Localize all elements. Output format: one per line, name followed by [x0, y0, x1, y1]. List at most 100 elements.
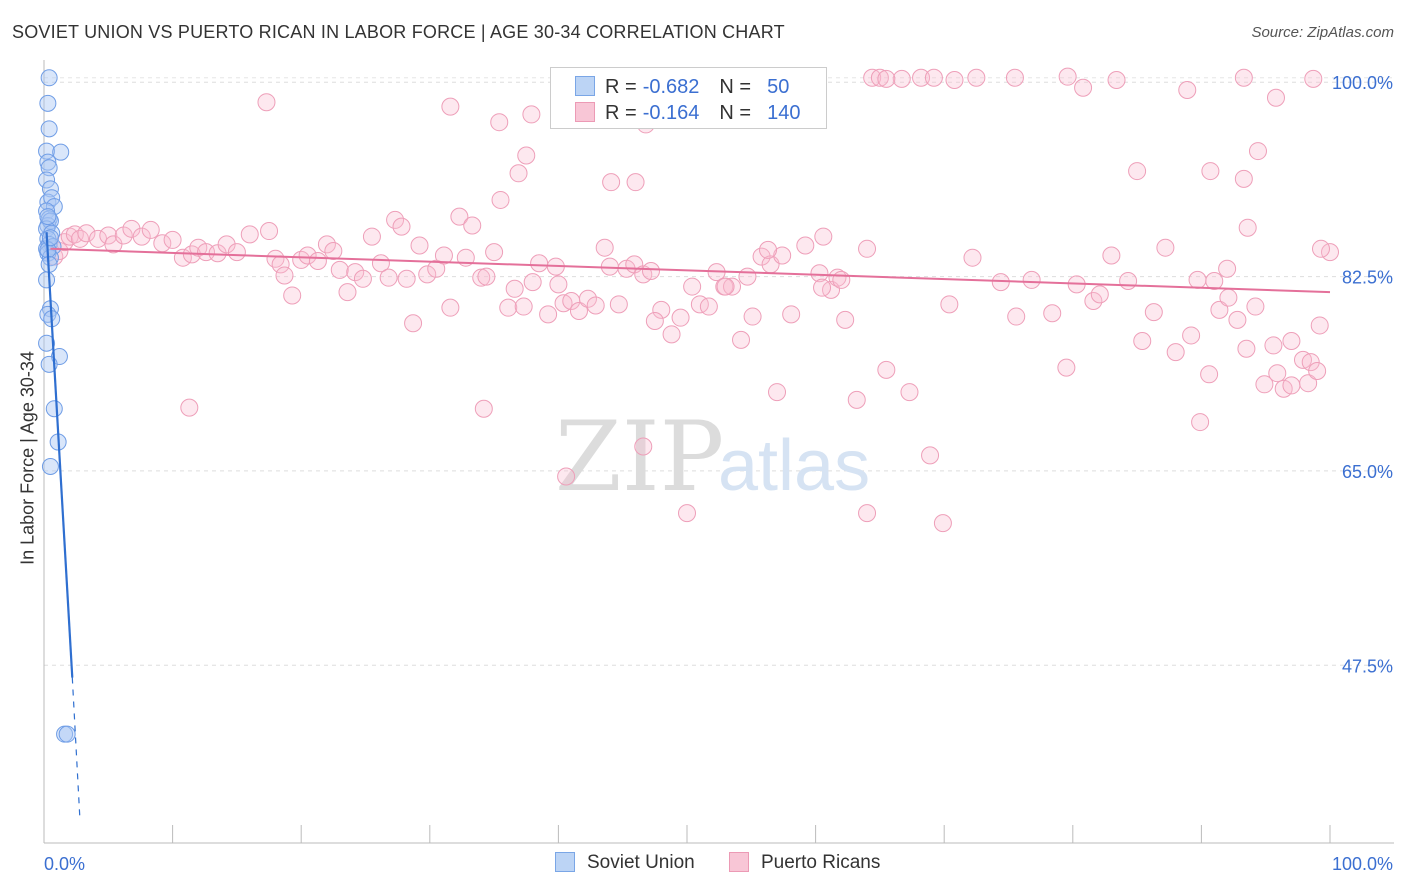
puerto-rican-point	[743, 307, 762, 326]
soviet-trend-line	[45, 232, 74, 678]
puerto-rican-point	[404, 314, 423, 333]
puerto-rican-point	[1005, 68, 1024, 87]
puerto-rican-point	[752, 247, 771, 266]
puerto-rican-point	[392, 217, 411, 236]
puerto-rican-point	[1191, 413, 1210, 432]
puerto-rican-point	[662, 325, 681, 344]
correlation-legend: R = -0.682 N = 50 R = -0.164 N = 140	[550, 67, 827, 129]
puerto-rican-point	[298, 246, 317, 265]
puerto-rican-point	[1264, 336, 1283, 355]
puerto-rican-point	[530, 254, 549, 273]
puerto-rican-point	[671, 308, 690, 327]
soviet-union-point	[41, 212, 59, 230]
y-tick-label: 47.5%	[1342, 656, 1393, 676]
puerto-rican-point	[796, 236, 815, 255]
puerto-rican-point	[240, 225, 259, 244]
y-tick-label: 65.0%	[1342, 462, 1393, 482]
puerto-rican-point	[549, 275, 568, 294]
puerto-rican-point	[609, 295, 628, 314]
puerto-rican-point	[197, 243, 216, 262]
bottom-soviet-swatch	[555, 852, 575, 872]
puerto-rican-point	[578, 289, 597, 308]
puerto-rican-point	[505, 279, 524, 298]
axes	[43, 60, 1394, 844]
puerto-rican-point	[122, 219, 141, 238]
puerto-rican-point	[836, 310, 855, 329]
puerto-rican-point	[602, 173, 621, 192]
puerto-rican-point	[485, 243, 504, 262]
puerto-rican-point	[362, 227, 381, 246]
puerto-rican-point	[441, 298, 460, 317]
puerto-rican-point	[626, 173, 645, 192]
x-tick-label-max: 100.0%	[1332, 854, 1393, 874]
puerto-rican-point	[418, 265, 437, 284]
watermark-atlas: atlas	[718, 426, 870, 506]
puerto-rican-point	[539, 305, 558, 324]
puerto-rican-point	[346, 263, 365, 282]
soviet-union-point	[40, 120, 58, 138]
puerto-rican-point	[1058, 67, 1077, 86]
puerto-rican-point	[1237, 339, 1256, 358]
puerto-rican-point	[877, 69, 896, 88]
puerto-rican-point	[773, 246, 792, 265]
puerto-rican-point	[491, 190, 510, 209]
puerto-rican-point	[634, 437, 653, 456]
soviet-union-point	[41, 457, 59, 475]
puerto-rican-point	[499, 298, 518, 317]
puerto-rican-point	[1218, 259, 1237, 278]
source-label: Source: ZipAtlas.com	[1251, 24, 1394, 41]
puerto-rican-point	[1268, 364, 1287, 383]
puerto-rican-point	[324, 242, 343, 261]
puerto-rican-point	[1144, 303, 1163, 322]
puerto-rican-point	[1266, 88, 1285, 107]
puerto-rican-point	[1178, 80, 1197, 99]
puerto-rican-point	[683, 277, 702, 296]
puerto-rican-point	[427, 259, 446, 278]
soviet-union-point	[39, 94, 57, 112]
chart-title: SOVIET UNION VS PUERTO RICAN IN LABOR FO…	[12, 22, 785, 42]
puerto-n-value: 140	[767, 102, 801, 124]
puerto-rican-point	[877, 360, 896, 379]
puerto-rican-point	[1210, 300, 1229, 319]
puerto-rican-point	[227, 243, 246, 262]
puerto-r-value: -0.164	[642, 102, 700, 124]
puerto-rican-point	[266, 249, 285, 268]
puerto-rican-point	[379, 268, 398, 287]
puerto-rican-point	[523, 273, 542, 292]
puerto-rican-point	[450, 207, 469, 226]
y-axis-label: In Labor Force | Age 30-34	[17, 351, 38, 565]
puerto-rican-point	[441, 97, 460, 116]
puerto-rican-point	[472, 268, 491, 287]
puerto-rican-point	[768, 383, 787, 402]
puerto-rican-point	[1201, 162, 1220, 181]
puerto-rican-point	[1166, 343, 1185, 362]
puerto-rican-point	[1205, 272, 1224, 291]
puerto-rican-point	[832, 270, 851, 289]
puerto-rican-point	[1282, 331, 1301, 350]
puerto-rican-point	[338, 283, 357, 302]
puerto-rican-point	[1311, 239, 1330, 258]
puerto-rican-point	[586, 296, 605, 315]
watermark: ZIP atlas	[555, 401, 870, 513]
puerto-rican-point	[99, 226, 118, 245]
puerto-rican-point	[782, 305, 801, 324]
puerto-swatch	[575, 102, 595, 122]
tick-labels: 100.0% 82.5% 65.0% 47.5% 0.0% 100.0%	[44, 73, 1393, 874]
puerto-rican-point	[509, 164, 528, 183]
puerto-rican-point	[490, 113, 509, 132]
soviet-union-point	[41, 180, 59, 198]
puerto-rican-point	[1074, 78, 1093, 97]
puerto-rican-point	[1057, 358, 1076, 377]
puerto-rican-point	[1102, 246, 1121, 265]
puerto-rican-point	[397, 269, 416, 288]
puerto-rican-point	[652, 300, 671, 319]
bottom-legend-puerto: Puerto Ricans	[729, 852, 880, 874]
puerto-rican-point	[1156, 238, 1175, 257]
puerto-rican-point	[1188, 270, 1207, 289]
puerto-rican-point	[434, 246, 453, 265]
puerto-rican-point	[1255, 375, 1274, 394]
puerto-rican-point	[317, 235, 336, 254]
puerto-rican-point	[863, 68, 882, 87]
puerto-rican-point	[912, 68, 931, 87]
